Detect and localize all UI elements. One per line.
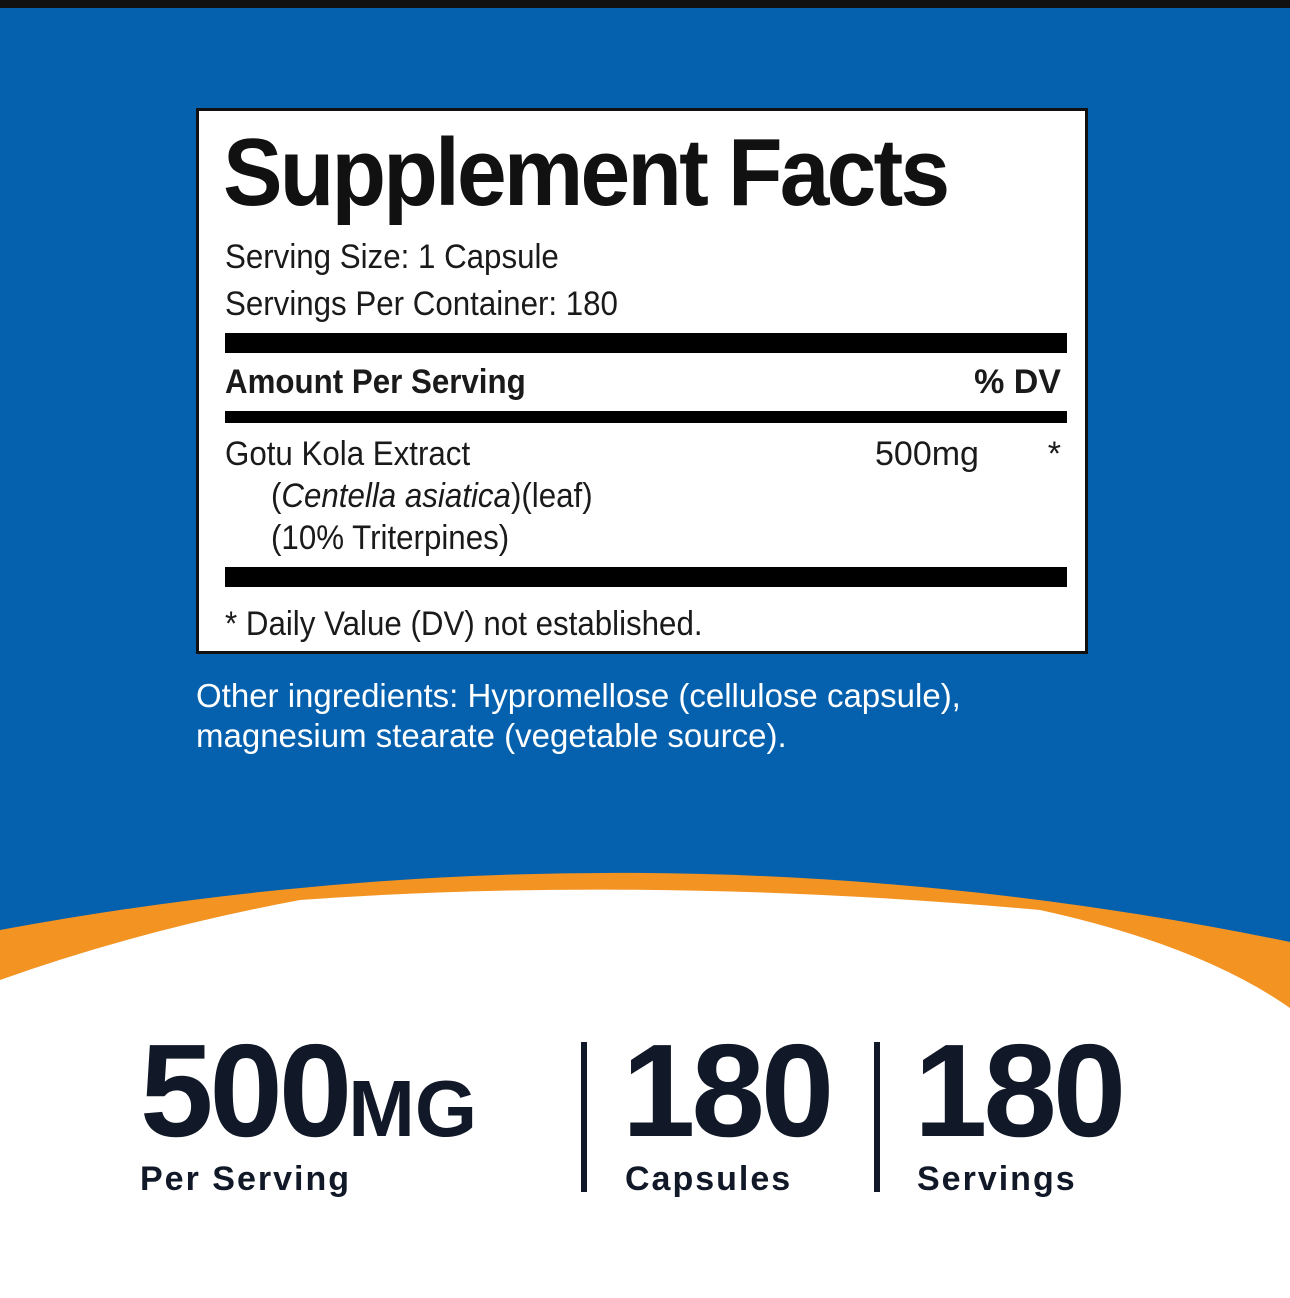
- plant-part: )(leaf): [510, 477, 593, 515]
- facts-title: Supplement Facts: [223, 119, 950, 226]
- ingredient-amount: 500mg: [875, 435, 979, 473]
- latin-name: Centella asiatica: [281, 477, 511, 515]
- amount-per-serving-header: Amount Per Serving: [225, 363, 526, 401]
- other-ingredients-line-1: Other ingredients: Hypromellose (cellulo…: [196, 677, 961, 714]
- ingredient-standardization: (10% Triterpines): [271, 519, 510, 557]
- thick-divider: [225, 333, 1067, 353]
- dv-header: % DV: [974, 363, 1061, 401]
- footnote: * Daily Value (DV) not established.: [225, 605, 703, 643]
- ingredient-name: Gotu Kola Extract: [225, 435, 471, 473]
- white-wave: [0, 889, 1290, 1030]
- stat-servings-value: 180: [914, 1017, 1126, 1164]
- supplement-facts-panel: Supplement Facts Serving Size: 1 Capsule…: [196, 108, 1088, 654]
- stat-capsules-value: 180: [622, 1017, 834, 1164]
- ingredient-latin-name: (Centella asiatica)(leaf): [271, 477, 593, 515]
- serving-size: Serving Size: 1 Capsule: [225, 238, 559, 276]
- dose-number: 500: [140, 1017, 352, 1164]
- stat-dose-value: 500MG: [140, 1025, 477, 1157]
- thick-divider-bottom: [225, 567, 1067, 587]
- other-ingredients: Other ingredients: Hypromellose (cellulo…: [196, 676, 961, 756]
- other-ingredients-line-2: magnesium stearate (vegetable source).: [196, 717, 787, 754]
- stat-capsules-label: Capsules: [625, 1160, 793, 1198]
- stat-dose-label: Per Serving: [140, 1160, 351, 1198]
- medium-divider: [225, 411, 1067, 423]
- stat-divider: [581, 1042, 587, 1192]
- top-border: [0, 0, 1290, 8]
- stat-servings-label: Servings: [917, 1160, 1077, 1198]
- stat-divider: [874, 1042, 880, 1192]
- dose-unit: MG: [348, 1064, 478, 1153]
- paren: (: [271, 477, 282, 515]
- ingredient-dv: *: [1047, 435, 1061, 473]
- servings-per-container: Servings Per Container: 180: [225, 285, 618, 323]
- orange-wave-decoration: [0, 872, 1290, 1030]
